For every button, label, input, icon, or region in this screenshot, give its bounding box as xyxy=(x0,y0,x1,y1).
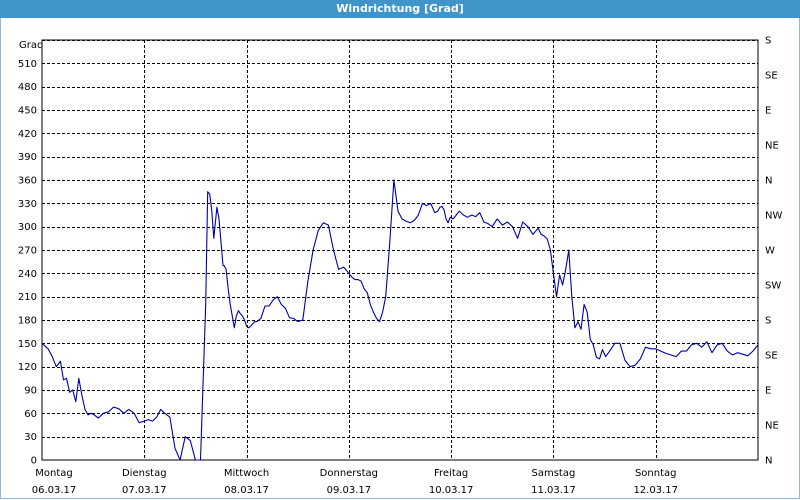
y-tick-label: 0 xyxy=(31,456,37,467)
compass-tick-label: NW xyxy=(765,211,782,222)
y-tick-label: 360 xyxy=(18,176,37,187)
x-tick-day-label: Montag xyxy=(35,468,72,479)
y-axis-label: Grad xyxy=(19,40,43,51)
chart-title-bar: Windrichtung [Grad] xyxy=(0,0,800,18)
y-tick-label: 420 xyxy=(18,129,37,140)
x-tick-day-label: Dienstag xyxy=(122,468,167,479)
compass-tick-label: E xyxy=(765,386,771,397)
y-tick-label: 450 xyxy=(18,106,37,117)
x-tick-day-label: Sonntag xyxy=(635,468,677,479)
compass-tick-label: S xyxy=(765,36,771,47)
y-tick-label: 300 xyxy=(18,222,37,233)
x-tick-day-label: Samstag xyxy=(532,468,576,479)
y-tick-label: 150 xyxy=(18,339,37,350)
y-tick-label: 240 xyxy=(18,269,37,280)
x-tick-day-label: Donnerstag xyxy=(320,468,378,479)
x-tick-date-label: 11.03.17 xyxy=(531,485,576,496)
y-tick-label: 60 xyxy=(24,409,37,420)
y-tick-label: 390 xyxy=(18,152,37,163)
x-tick-day-label: Freitag xyxy=(434,468,468,479)
x-tick-date-label: 06.03.17 xyxy=(32,485,77,496)
y-tick-label: 330 xyxy=(18,199,37,210)
x-tick-date-label: 12.03.17 xyxy=(633,485,678,496)
compass-tick-label: S xyxy=(765,316,771,327)
x-tick-date-label: 10.03.17 xyxy=(429,485,474,496)
x-tick-date-label: 08.03.17 xyxy=(224,485,269,496)
compass-tick-label: N xyxy=(765,176,772,187)
y-tick-label: 180 xyxy=(18,316,37,327)
y-tick-label: 480 xyxy=(18,82,37,93)
compass-tick-label: W xyxy=(765,246,775,257)
y-tick-label: 90 xyxy=(24,386,37,397)
compass-tick-label: SE xyxy=(765,351,778,362)
compass-tick-label: NE xyxy=(765,141,779,152)
y-tick-label: 30 xyxy=(24,432,37,443)
y-tick-label: 510 xyxy=(18,59,37,70)
chart-title: Windrichtung [Grad] xyxy=(336,2,464,15)
compass-tick-label: E xyxy=(765,106,771,117)
compass-tick-label: SW xyxy=(765,281,781,292)
x-tick-date-label: 09.03.17 xyxy=(327,485,372,496)
x-tick-day-label: Mittwoch xyxy=(224,468,269,479)
compass-tick-label: NE xyxy=(765,421,779,432)
y-tick-label: 270 xyxy=(18,246,37,257)
series-line-wind-direction xyxy=(41,179,759,461)
y-tick-label: 120 xyxy=(18,362,37,373)
compass-tick-label: N xyxy=(765,456,772,467)
y-tick-label: 210 xyxy=(18,292,37,303)
x-tick-date-label: 07.03.17 xyxy=(122,485,167,496)
compass-tick-label: SE xyxy=(765,71,778,82)
